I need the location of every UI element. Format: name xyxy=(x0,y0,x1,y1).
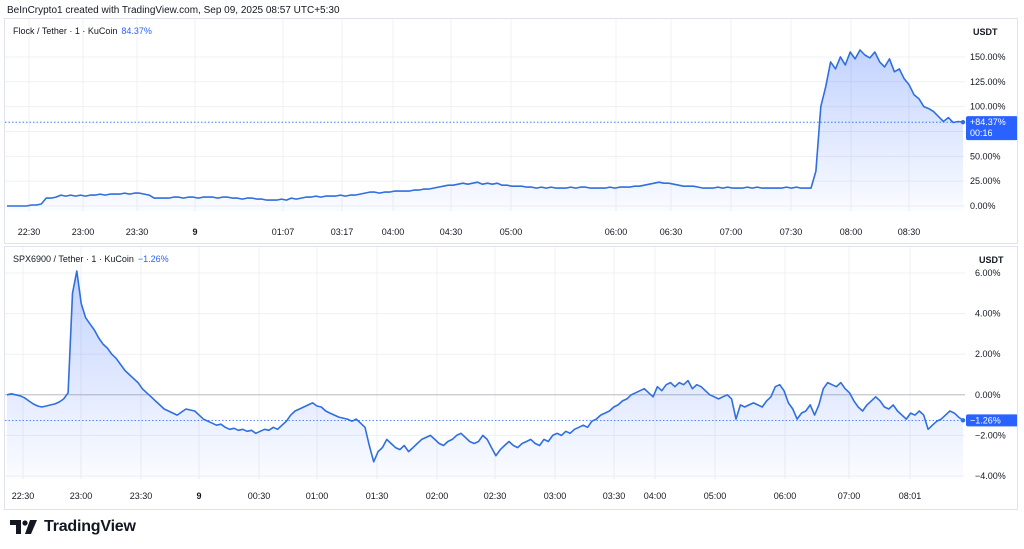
flock-change: 84.37% xyxy=(121,26,152,36)
chart-header: BeInCrypto1 created with TradingView.com… xyxy=(7,5,340,16)
flock-x-tick-label: 05:00 xyxy=(500,227,523,237)
spx6900-symbol: SPX6900 / Tether · 1 · KuCoin xyxy=(13,254,134,264)
flock-x-tick-label: 08:30 xyxy=(898,227,921,237)
flock-x-tick-label: 22:30 xyxy=(18,227,41,237)
flock-chart-panel[interactable]: Flock / Tether · 1 · KuCoin 84.37% USDT 1… xyxy=(4,18,1018,244)
spx6900-price-line xyxy=(6,270,964,463)
flock-x-tick-label: 07:00 xyxy=(720,227,743,237)
spx6900-x-tick-label: 04:00 xyxy=(644,491,667,501)
tradingview-mark-icon xyxy=(10,520,37,534)
spx6900-currency-label: USDT xyxy=(979,255,1004,265)
flock-x-tick-label: 06:30 xyxy=(660,227,683,237)
spx6900-x-tick-label: 05:00 xyxy=(704,491,727,501)
spx6900-y-tick-label: 0.00% xyxy=(975,390,1001,400)
flock-x-tick-label: 23:30 xyxy=(126,227,149,237)
spx6900-x-tick-label: 00:30 xyxy=(248,491,271,501)
flock-y-tick-label: 25.00% xyxy=(970,176,1001,186)
flock-x-tick-label: 06:00 xyxy=(605,227,628,237)
spx6900-x-tick-label: 01:30 xyxy=(366,491,389,501)
flock-current-time-label: 00:16 xyxy=(970,128,993,138)
spx6900-x-tick-label: 07:00 xyxy=(838,491,861,501)
spx6900-last-point xyxy=(960,418,966,423)
flock-x-tick-label: 23:00 xyxy=(72,227,95,237)
tradingview-brand-text: TradingView xyxy=(44,518,136,535)
flock-y-tick-label: 150.00% xyxy=(970,52,1006,62)
spx6900-area-fill xyxy=(7,271,963,479)
spx6900-x-tick-label: 03:00 xyxy=(544,491,567,501)
flock-legend: Flock / Tether · 1 · KuCoin 84.37% xyxy=(13,26,152,36)
flock-price-line xyxy=(7,49,964,207)
spx6900-x-tick-label: 08:01 xyxy=(899,491,922,501)
flock-x-tick-label: 03:17 xyxy=(331,227,354,237)
spx6900-change: −1.26% xyxy=(137,254,169,264)
flock-current-value-label: +84.37% xyxy=(970,117,1006,127)
flock-current-value-badge xyxy=(966,116,1017,141)
spx6900-current-value-badge xyxy=(966,414,1017,427)
spx6900-x-tick-label: 9 xyxy=(196,491,201,501)
flock-last-point xyxy=(960,119,966,125)
flock-chart-svg: USDT 150.00%125.00%100.00%75.00%50.00%25… xyxy=(5,19,1017,237)
flock-x-tick-label: 04:30 xyxy=(440,227,463,237)
spx6900-y-tick-label: 6.00% xyxy=(975,268,1001,278)
flock-x-tick-label: 9 xyxy=(192,227,197,237)
flock-symbol: Flock / Tether · 1 · KuCoin xyxy=(13,26,118,36)
flock-y-tick-label: 100.00% xyxy=(970,102,1006,112)
spx6900-x-tick-label: 03:30 xyxy=(603,491,626,501)
spx6900-x-tick-label: 23:30 xyxy=(130,491,153,501)
spx6900-y-tick-label: −4.00% xyxy=(975,471,1006,481)
spx6900-x-tick-label: 01:00 xyxy=(306,491,329,501)
flock-currency-label: USDT xyxy=(973,27,998,37)
flock-x-tick-label: 08:00 xyxy=(840,227,863,237)
spx6900-current-value-label: −1.26% xyxy=(970,415,1001,425)
flock-x-tick-label: 04:00 xyxy=(382,227,405,237)
flock-y-tick-label: 125.00% xyxy=(970,77,1006,87)
spx6900-x-tick-label: 23:00 xyxy=(70,491,93,501)
spx6900-x-tick-label: 02:00 xyxy=(426,491,449,501)
spx6900-y-tick-label: 4.00% xyxy=(975,309,1001,319)
spx6900-x-tick-label: 02:30 xyxy=(484,491,507,501)
spx6900-legend: SPX6900 / Tether · 1 · KuCoin −1.26% xyxy=(13,254,169,264)
spx6900-x-tick-label: 22:30 xyxy=(12,491,35,501)
tradingview-logo[interactable]: TradingView xyxy=(10,516,136,538)
flock-y-tick-label: 50.00% xyxy=(970,151,1001,161)
spx6900-x-tick-label: 06:00 xyxy=(774,491,797,501)
flock-x-tick-label: 01:07 xyxy=(272,227,295,237)
spx6900-y-tick-label: −2.00% xyxy=(975,430,1006,440)
spx6900-chart-panel[interactable]: SPX6900 / Tether · 1 · KuCoin −1.26% USDT… xyxy=(4,246,1018,510)
flock-x-tick-label: 07:30 xyxy=(780,227,803,237)
spx6900-y-tick-label: 2.00% xyxy=(975,349,1001,359)
spx6900-chart-svg: USDT 6.00% 4.00% 2.00% 0.00% −2.00% −4.00% −1.… xyxy=(5,247,1017,501)
flock-y-tick-label: 0.00% xyxy=(970,201,996,211)
